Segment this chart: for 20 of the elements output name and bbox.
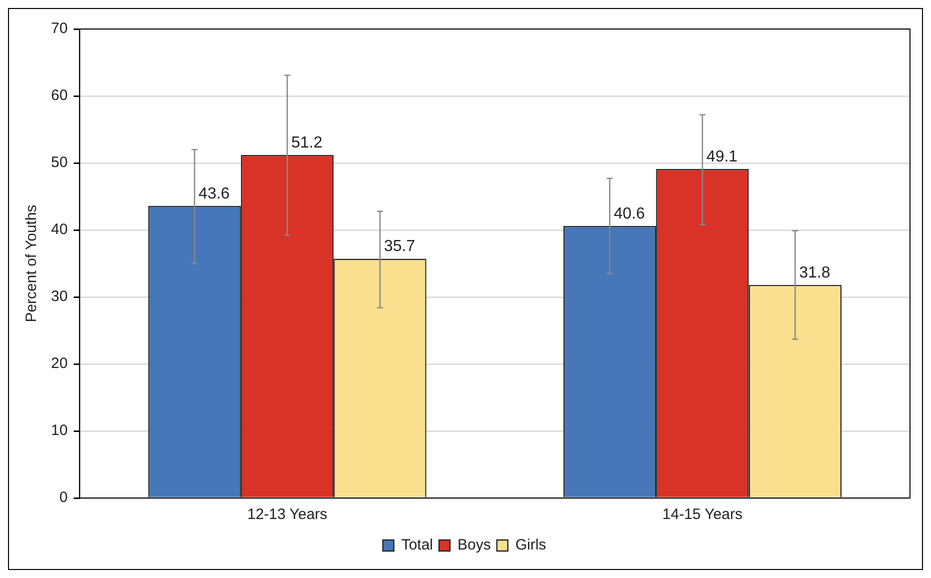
x-tick-label: 14-15 Years bbox=[662, 506, 742, 524]
data-label: 49.1 bbox=[706, 148, 738, 166]
y-tick-label: 20 bbox=[50, 355, 68, 372]
y-tick-label: 40 bbox=[50, 221, 68, 238]
y-tick-label: 50 bbox=[50, 154, 68, 172]
y-tick-label: 70 bbox=[50, 20, 68, 38]
y-tick-label: 60 bbox=[50, 87, 68, 104]
legend-label: Girls bbox=[515, 536, 546, 554]
data-label: 35.7 bbox=[384, 238, 416, 256]
data-label: 40.6 bbox=[614, 205, 645, 222]
y-tick-label: 30 bbox=[50, 288, 68, 306]
legend-label: Total bbox=[401, 536, 434, 554]
data-label: 51.2 bbox=[291, 134, 323, 152]
x-tick-label: 12-13 Years bbox=[247, 506, 328, 524]
data-label: 31.8 bbox=[799, 264, 830, 282]
data-label: 43.6 bbox=[198, 185, 230, 202]
y-tick-label: 0 bbox=[59, 489, 68, 506]
legend-label: Boys bbox=[458, 536, 491, 554]
y-tick-label: 10 bbox=[50, 422, 68, 440]
y-axis-title: Percent of Youths bbox=[23, 204, 40, 322]
